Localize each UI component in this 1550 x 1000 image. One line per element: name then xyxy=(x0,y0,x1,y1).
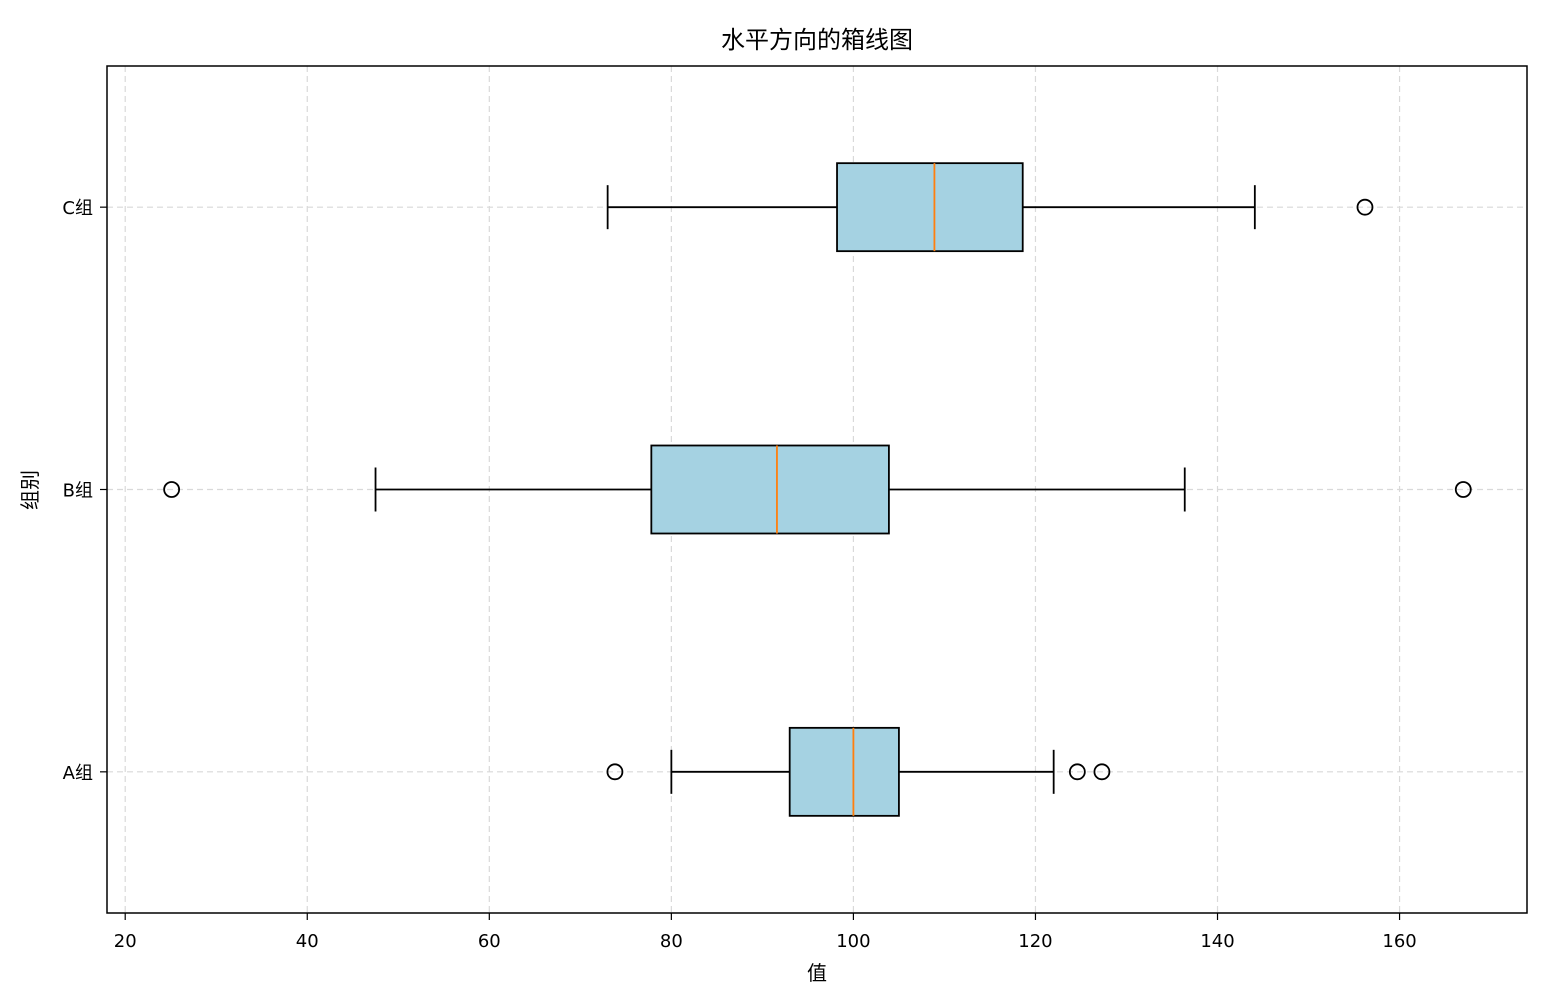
box xyxy=(650,444,890,535)
x-tick-label: 160 xyxy=(1382,931,1416,952)
y-tick-label: A组 xyxy=(63,763,93,784)
box-group xyxy=(606,162,1374,253)
outlier-point xyxy=(1454,481,1472,498)
y-tick-label: C组 xyxy=(62,198,93,219)
box-group xyxy=(606,726,1111,817)
x-tick-label: 60 xyxy=(478,931,501,952)
box-group xyxy=(163,444,1472,535)
outlier-point xyxy=(606,763,624,781)
x-tick-label: 40 xyxy=(296,931,319,952)
chart-title: 水平方向的箱线图 xyxy=(721,26,913,54)
x-axis: 20 40 60 80 100 120 140 160 xyxy=(114,913,1417,952)
x-tick-label: 140 xyxy=(1200,931,1234,952)
y-tick-label: B组 xyxy=(63,481,93,502)
y-axis-label: 组别 xyxy=(18,470,42,510)
outlier-point xyxy=(1093,763,1111,781)
outlier-point xyxy=(1068,763,1086,781)
x-axis-label: 值 xyxy=(807,961,827,985)
outlier-point xyxy=(1356,198,1374,216)
x-tick-label: 20 xyxy=(114,931,137,952)
box xyxy=(836,162,1024,253)
x-tick-label: 100 xyxy=(836,931,870,952)
outlier-point xyxy=(163,481,181,498)
y-axis: A组 B组 C组 xyxy=(62,198,107,784)
x-tick-label: 80 xyxy=(660,931,683,952)
box-layer xyxy=(163,162,1472,817)
box xyxy=(788,726,900,817)
x-tick-label: 120 xyxy=(1018,931,1052,952)
